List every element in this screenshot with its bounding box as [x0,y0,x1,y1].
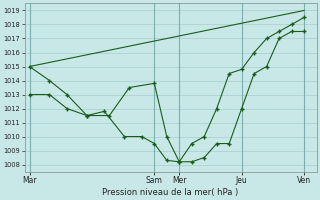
X-axis label: Pression niveau de la mer( hPa ): Pression niveau de la mer( hPa ) [102,188,239,197]
